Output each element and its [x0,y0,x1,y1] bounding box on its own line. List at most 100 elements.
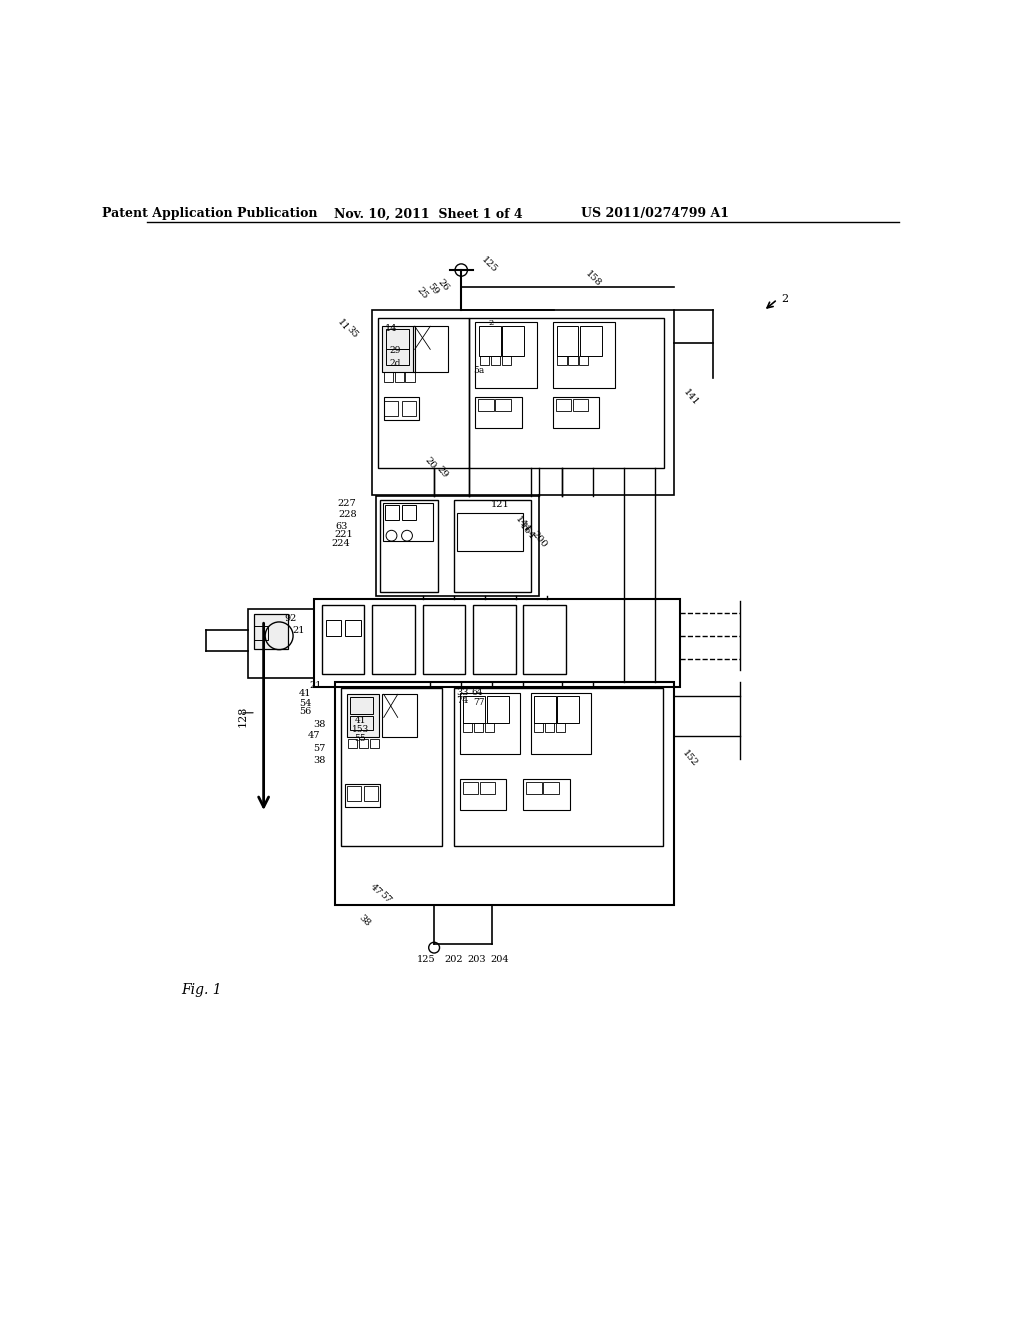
Bar [383,503,433,541]
Text: 38: 38 [313,756,326,766]
Text: 41: 41 [299,689,311,698]
Bar [384,397,419,420]
Text: 158: 158 [584,269,603,288]
Bar [523,605,566,675]
Bar [370,739,379,748]
Text: 5a: 5a [473,367,484,375]
Bar [348,739,357,748]
Text: 228: 228 [338,511,356,519]
Text: 29: 29 [390,346,401,355]
Bar [386,350,410,364]
Text: Nov. 10, 2011  Sheet 1 of 4: Nov. 10, 2011 Sheet 1 of 4 [335,207,523,220]
Text: 164: 164 [518,521,537,543]
Text: 57: 57 [313,743,326,752]
Text: 152: 152 [680,748,698,770]
Bar [553,322,614,388]
Bar [557,355,566,364]
Bar [349,697,373,714]
Text: 204: 204 [490,954,509,964]
Bar [402,401,417,416]
Bar [523,779,569,810]
Text: Patent Application Publication: Patent Application Publication [101,207,317,220]
Text: 47: 47 [307,731,321,741]
Bar [248,609,314,678]
Text: 128: 128 [238,706,248,727]
Bar [496,400,511,411]
Text: 20: 20 [423,455,437,471]
Bar [385,506,399,520]
Bar [372,605,415,675]
Text: 203: 203 [467,954,486,964]
Bar [553,397,599,428]
Bar [475,322,538,388]
Text: 59: 59 [425,281,440,297]
Bar [376,495,539,595]
Text: 38: 38 [313,719,326,729]
Bar [486,696,509,723]
Bar [458,512,523,552]
Text: 64: 64 [471,688,482,697]
Text: 14: 14 [385,323,397,333]
Bar [364,785,378,801]
Bar [475,397,521,428]
Text: 54: 54 [299,700,311,708]
Text: 56: 56 [299,706,311,715]
Bar [463,696,484,723]
Text: 74: 74 [457,696,469,705]
Bar [526,781,542,793]
Text: 29: 29 [435,465,451,480]
Bar [460,779,506,810]
Text: 202: 202 [444,954,463,964]
Bar [480,781,496,793]
Text: 125: 125 [479,255,499,275]
Bar [394,372,403,381]
Bar [535,723,544,733]
Bar [386,330,410,348]
Bar [346,694,379,737]
Bar [502,355,511,364]
Text: 2d: 2d [390,359,401,368]
Bar [372,310,675,495]
Text: 227: 227 [338,499,356,508]
Bar [478,400,494,411]
Bar [378,318,469,469]
Text: 57: 57 [378,890,393,906]
Text: 221: 221 [334,529,352,539]
Bar [484,723,494,733]
Bar [345,784,380,807]
Bar [254,626,267,640]
Bar [556,723,565,733]
Bar [384,401,397,416]
Text: 21: 21 [309,681,322,689]
Bar [463,781,478,793]
Text: 41: 41 [354,715,367,725]
Bar [406,372,415,381]
Bar [349,715,373,730]
Bar [380,499,438,591]
Text: 38: 38 [357,913,372,928]
Bar [460,693,520,755]
Bar [254,614,289,649]
Bar [490,355,500,364]
Bar [580,326,601,355]
Bar [382,326,415,372]
Text: 121: 121 [490,499,509,508]
Text: 26: 26 [436,277,451,293]
Bar [322,605,365,675]
Bar [346,785,360,801]
Bar [384,372,393,381]
Bar [557,326,579,355]
Bar [454,499,531,591]
Text: 92: 92 [285,614,297,623]
Text: 200: 200 [529,529,548,549]
Bar [545,723,554,733]
Bar [535,696,556,723]
Bar [556,400,571,411]
Bar [335,682,674,906]
Bar [480,355,489,364]
Text: 55: 55 [354,734,367,743]
Bar [557,696,579,723]
Text: 63: 63 [335,521,347,531]
Bar [382,694,417,737]
Text: US 2011/0274799 A1: US 2011/0274799 A1 [581,207,729,220]
